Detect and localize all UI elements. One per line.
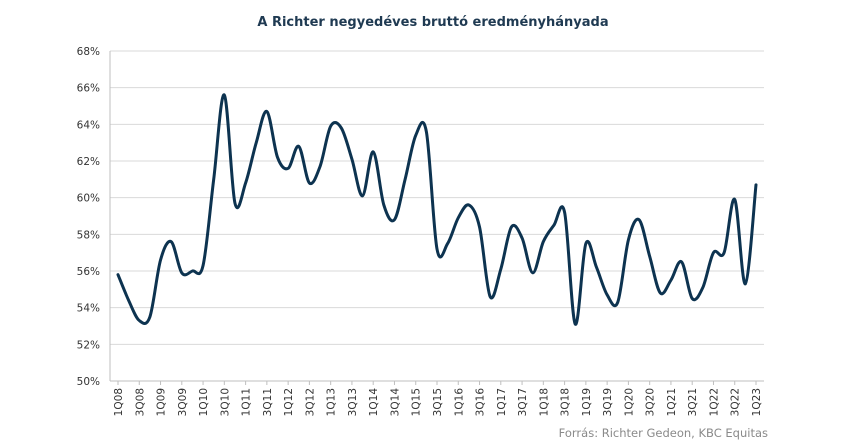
x-tick-label: 1Q09 — [156, 388, 168, 416]
x-tick-label: 1Q11 — [241, 388, 253, 416]
x-tick-label: 1Q21 — [666, 388, 678, 416]
x-tick-label: 1Q12 — [283, 388, 295, 416]
x-tick-label: 1Q19 — [581, 388, 593, 416]
series-line — [116, 93, 758, 326]
x-tick-label: 3Q20 — [645, 388, 657, 416]
x-tick-label: 1Q15 — [411, 388, 423, 416]
x-tick-label: 1Q20 — [623, 388, 635, 416]
y-tick-label: 58% — [77, 229, 100, 241]
x-tick-label: 3Q14 — [389, 388, 401, 417]
x-tick-label: 3Q12 — [304, 388, 316, 416]
x-tick-label: 1Q18 — [538, 388, 550, 416]
x-tick-label: 3Q21 — [687, 388, 699, 416]
x-tick-label: 1Q14 — [368, 388, 380, 417]
y-tick-label: 54% — [77, 303, 100, 315]
x-tick-label: 3Q08 — [134, 388, 146, 416]
x-tick-label: 1Q10 — [198, 388, 210, 416]
chart-title: A Richter negyedéves bruttó eredményhány… — [257, 15, 608, 30]
x-tick-label: 1Q17 — [496, 388, 508, 416]
y-tick-label: 66% — [77, 83, 100, 95]
x-tick-label: 1Q16 — [453, 388, 465, 417]
x-axis-ticks: 1Q08 3Q08 1Q09 3Q09 1Q10 3Q10 1Q11 3Q11 1Q12 3Q12… — [113, 381, 763, 416]
x-tick-label: 3Q13 — [347, 388, 359, 416]
y-tick-label: 52% — [77, 339, 100, 351]
x-tick-label: 3Q16 — [475, 388, 487, 417]
grid — [110, 50, 764, 345]
x-tick-label: 3Q22 — [730, 388, 742, 416]
x-tick-label: 3Q09 — [177, 388, 189, 416]
x-tick-label: 3Q19 — [602, 388, 614, 416]
x-tick-label: 3Q15 — [432, 388, 444, 416]
source-note: Forrás: Richter Gedeon, KBC Equitas — [559, 426, 768, 440]
x-tick-label: 3Q17 — [517, 388, 529, 416]
y-axis: 50% 52% 54% 56% 58% 60% 62% 64% 66% 68% — [77, 46, 111, 388]
x-tick-label: 3Q10 — [219, 388, 231, 416]
x-tick-label: 3Q11 — [262, 388, 274, 416]
y-tick-label: 50% — [77, 376, 100, 388]
x-tick-label: 1Q13 — [326, 388, 338, 416]
x-tick-label: 1Q23 — [751, 388, 763, 416]
y-tick-label: 62% — [77, 156, 100, 168]
x-tick-label: 1Q08 — [113, 388, 125, 416]
x-tick-label: 1Q22 — [708, 388, 720, 416]
x-tick-label: 3Q18 — [560, 388, 572, 416]
y-tick-label: 68% — [77, 46, 100, 58]
y-tick-label: 60% — [77, 193, 100, 205]
y-tick-label: 64% — [77, 119, 100, 131]
y-tick-label: 56% — [77, 266, 100, 278]
